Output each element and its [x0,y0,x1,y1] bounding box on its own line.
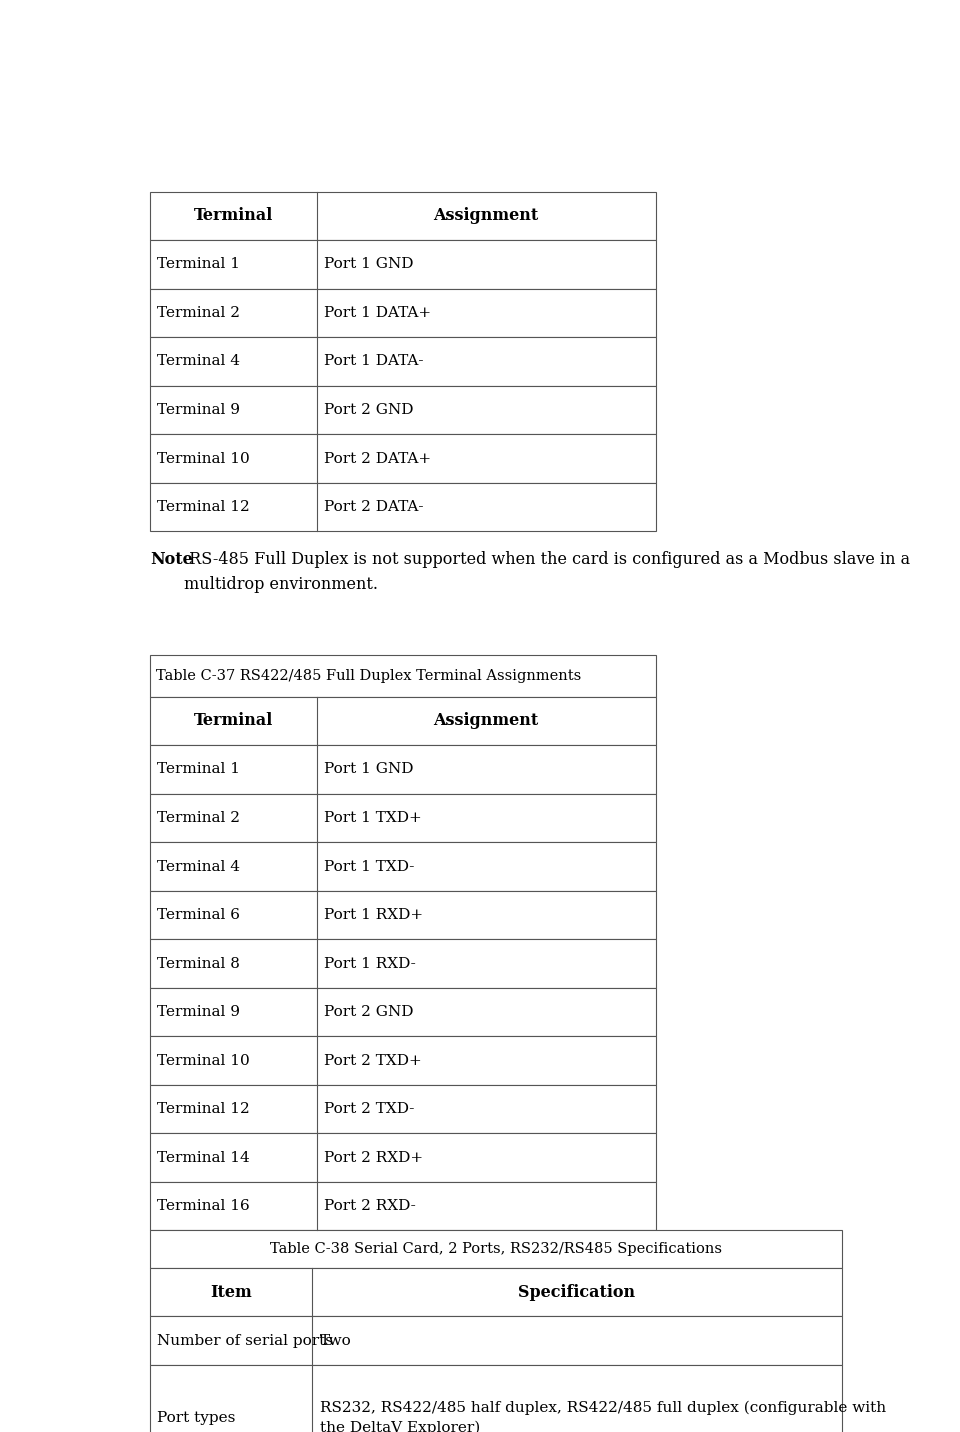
Text: Terminal 9: Terminal 9 [157,1005,240,1020]
Bar [150,939,656,988]
Bar [150,697,656,745]
Bar [150,1037,656,1085]
Text: Port 1 GND: Port 1 GND [324,762,414,776]
Text: Port 2 RXD-: Port 2 RXD- [324,1199,416,1213]
Text: Port types: Port types [157,1411,235,1425]
Bar [150,385,656,434]
Bar [150,483,656,531]
Text: Table C-38 Serial Card, 2 Ports, RS232/RS485 Specifications: Table C-38 Serial Card, 2 Ports, RS232/R… [270,1242,722,1256]
Text: RS232, RS422/485 half duplex, RS422/485 full duplex (configurable with
the Delta: RS232, RS422/485 half duplex, RS422/485 … [320,1400,886,1432]
Text: Port 2 DATA-: Port 2 DATA- [324,500,423,514]
Bar [150,192,656,241]
Bar [150,434,656,483]
Text: Terminal 8: Terminal 8 [157,957,240,971]
Text: Port 1 RXD-: Port 1 RXD- [324,957,416,971]
Text: Port 2 DATA+: Port 2 DATA+ [324,451,431,465]
Bar [150,1365,842,1432]
Text: Port 2 TXD-: Port 2 TXD- [324,1103,415,1116]
Text: Terminal 1: Terminal 1 [157,762,240,776]
Text: Terminal 10: Terminal 10 [157,451,250,465]
Bar [150,891,656,939]
Bar [150,1316,842,1365]
Bar [150,1230,842,1267]
Text: Terminal 14: Terminal 14 [157,1150,250,1164]
Text: Terminal 12: Terminal 12 [157,1103,250,1116]
Text: Terminal: Terminal [194,208,273,225]
Bar [150,1267,842,1316]
Text: Port 2 GND: Port 2 GND [324,402,414,417]
Text: Terminal 6: Terminal 6 [157,908,240,922]
Text: Two: Two [320,1333,351,1348]
Text: Terminal: Terminal [194,713,273,729]
Text: Terminal 12: Terminal 12 [157,500,250,514]
Text: Port 2 RXD+: Port 2 RXD+ [324,1150,423,1164]
Bar [150,745,656,793]
Bar [150,241,656,289]
Text: Terminal 1: Terminal 1 [157,258,240,272]
Bar [150,1085,656,1133]
Text: RS-485 Full Duplex is not supported when the card is configured as a Modbus slav: RS-485 Full Duplex is not supported when… [184,551,910,593]
Text: Terminal 4: Terminal 4 [157,355,240,368]
Text: Terminal 4: Terminal 4 [157,859,240,874]
Text: Terminal 10: Terminal 10 [157,1054,250,1068]
Bar [150,654,656,697]
Text: Note: Note [150,551,193,569]
Text: Port 1 TXD-: Port 1 TXD- [324,859,415,874]
Text: Terminal 16: Terminal 16 [157,1199,250,1213]
Text: Port 2 GND: Port 2 GND [324,1005,414,1020]
Text: Terminal 2: Terminal 2 [157,811,240,825]
Text: Port 1 RXD+: Port 1 RXD+ [324,908,423,922]
Bar [150,1133,656,1181]
Text: Port 1 DATA-: Port 1 DATA- [324,355,423,368]
Text: Port 1 TXD+: Port 1 TXD+ [324,811,421,825]
Text: Number of serial ports: Number of serial ports [157,1333,333,1348]
Text: Port 2 TXD+: Port 2 TXD+ [324,1054,421,1068]
Text: Assignment: Assignment [434,208,539,225]
Bar [150,337,656,385]
Bar [150,1181,656,1230]
Text: Table C-37 RS422/485 Full Duplex Terminal Assignments: Table C-37 RS422/485 Full Duplex Termina… [156,669,581,683]
Text: Terminal 9: Terminal 9 [157,402,240,417]
Bar [150,793,656,842]
Text: Assignment: Assignment [434,713,539,729]
Text: Item: Item [210,1283,252,1300]
Text: Specification: Specification [518,1283,636,1300]
Bar [150,289,656,337]
Bar [150,842,656,891]
Text: Port 1 DATA+: Port 1 DATA+ [324,306,431,319]
Text: Terminal 2: Terminal 2 [157,306,240,319]
Bar [150,988,656,1037]
Text: Port 1 GND: Port 1 GND [324,258,414,272]
